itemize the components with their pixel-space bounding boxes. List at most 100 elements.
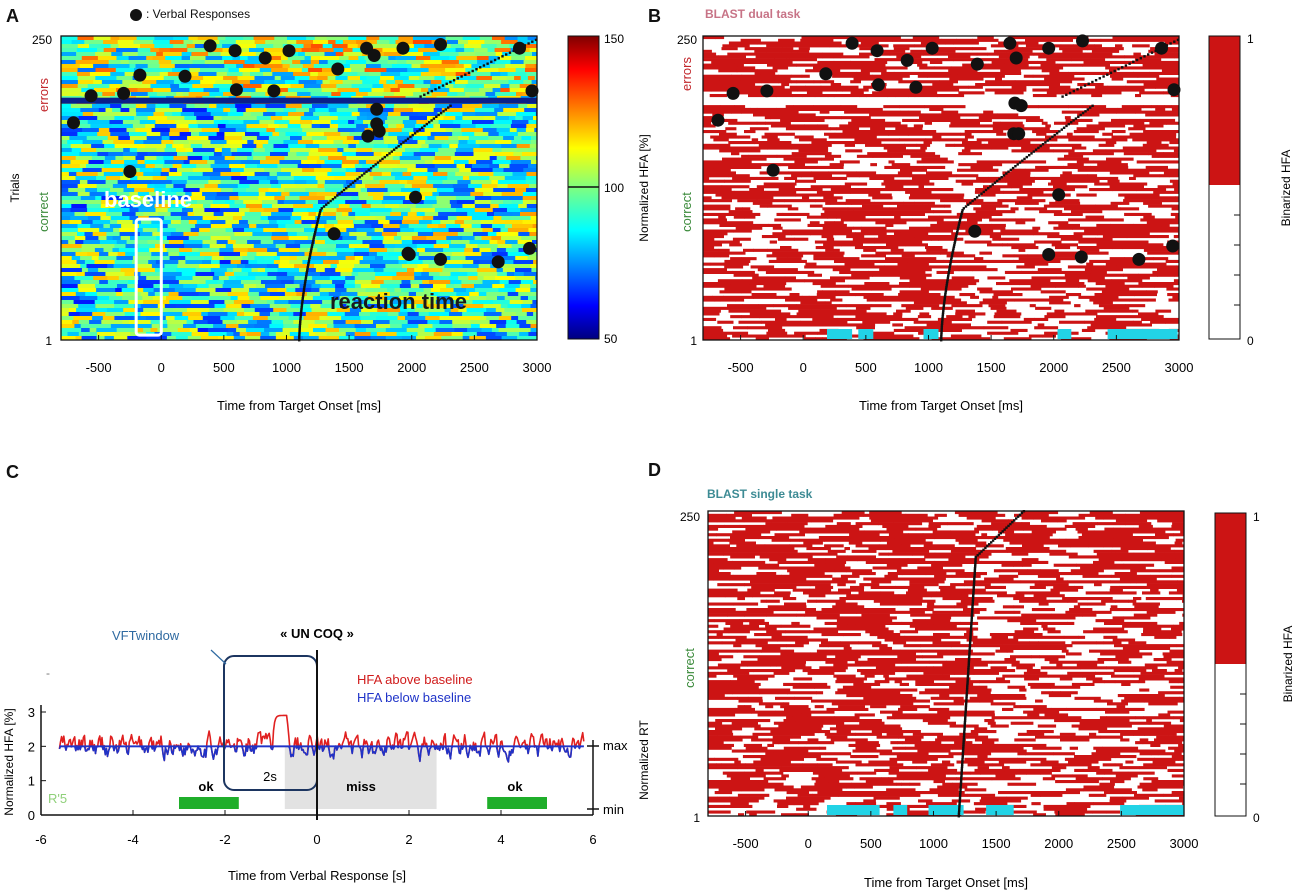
hfa-cell xyxy=(1063,165,1079,169)
hfa-cell xyxy=(770,730,781,734)
hfa-cell xyxy=(793,768,819,772)
hfa-cell xyxy=(951,574,967,578)
hfa-cell xyxy=(732,671,741,675)
hfa-cell xyxy=(1060,44,1074,48)
hfa-cell xyxy=(956,666,964,670)
hfa-cell xyxy=(820,212,827,216)
hfa-cell xyxy=(754,71,776,75)
hfa-cell xyxy=(1180,763,1184,767)
significant-window xyxy=(858,329,874,339)
hfa-cell xyxy=(901,544,911,548)
hfa-cell xyxy=(728,107,736,111)
hfa-cell xyxy=(1117,694,1145,698)
hfa-cell xyxy=(703,176,710,180)
hfa-cell xyxy=(1092,810,1107,814)
hfa-cell xyxy=(784,304,797,308)
rt-point xyxy=(420,126,424,129)
rt-point xyxy=(959,781,963,785)
verbal-response-dot xyxy=(1155,41,1168,55)
rt-point xyxy=(467,71,471,74)
hfa-cell xyxy=(1060,337,1092,340)
rt-point xyxy=(404,139,407,142)
hfa-cell xyxy=(793,188,823,192)
hfa-cell xyxy=(1058,223,1080,227)
hfa-cell xyxy=(864,691,894,695)
hfa-cell xyxy=(878,522,894,526)
rt-point xyxy=(965,688,969,691)
hfa-cell xyxy=(719,132,737,136)
hfa-cell xyxy=(733,326,748,330)
hfa-cell xyxy=(926,226,948,230)
hfa-cell xyxy=(762,334,788,338)
hfa-cell xyxy=(830,83,842,87)
hfa-cell xyxy=(1049,71,1069,75)
rt-point xyxy=(990,541,993,544)
hfa-cell xyxy=(927,621,935,625)
hfa-cell xyxy=(1087,760,1099,764)
hfa-cell xyxy=(755,644,787,648)
rt-point xyxy=(953,243,956,247)
hfa-cell xyxy=(708,688,730,692)
hfa-cell xyxy=(1093,746,1103,750)
hfa-cell xyxy=(768,259,785,263)
rt-point xyxy=(967,668,970,671)
hfa-cell xyxy=(953,610,980,614)
hfa-cell xyxy=(1151,196,1176,200)
hfa-cell xyxy=(787,334,806,338)
rt-point xyxy=(995,535,999,539)
hfa-cell xyxy=(756,121,766,125)
hfa-cell xyxy=(1020,674,1049,678)
hfa-cell xyxy=(787,552,809,556)
hfa-cell xyxy=(958,513,977,517)
hfa-cell xyxy=(1051,774,1073,778)
hfa-cell xyxy=(1014,527,1024,531)
hfa-cell xyxy=(1083,608,1093,612)
hfa-cell xyxy=(1089,312,1098,316)
rt-point xyxy=(1086,108,1089,111)
hfa-cell xyxy=(964,135,974,139)
hfa-cell xyxy=(724,259,731,263)
hfa-cell xyxy=(1130,791,1137,795)
hfa-cell xyxy=(1103,635,1118,639)
hfa-cell xyxy=(881,760,898,764)
hfa-cell xyxy=(791,146,800,150)
hfa-cell xyxy=(1068,138,1091,142)
hfa-cell xyxy=(732,560,749,564)
hfa-cell xyxy=(1163,793,1172,797)
hfa-cell xyxy=(814,782,830,786)
hfa-cell xyxy=(1102,777,1123,781)
hfa-cell xyxy=(1097,163,1128,167)
rt-point xyxy=(1005,172,1008,175)
hfa-cell xyxy=(970,771,981,775)
hfa-cell xyxy=(1087,107,1119,111)
rt-point xyxy=(972,592,975,596)
hfa-cell xyxy=(1133,527,1160,531)
hfa-cell xyxy=(971,511,998,515)
hfa-cell xyxy=(1050,707,1067,711)
rt-point xyxy=(531,40,534,43)
hfa-cell xyxy=(876,536,894,540)
hfa-cell xyxy=(854,246,884,250)
rt-point xyxy=(1084,110,1087,113)
rt-point xyxy=(314,231,317,234)
hfa-cell xyxy=(1146,511,1161,515)
hfa-cell xyxy=(1139,124,1164,128)
hfa-cell xyxy=(1178,666,1184,670)
hfa-cell xyxy=(1115,599,1129,603)
hfa-cell xyxy=(1135,716,1144,720)
x-tick-label: 2000 xyxy=(397,360,426,375)
hfa-cell xyxy=(1122,566,1132,570)
rt-point xyxy=(475,68,478,71)
rt-point xyxy=(392,148,396,151)
hfa-cell xyxy=(720,671,733,675)
hfa-cell xyxy=(917,566,935,570)
hfa-cell xyxy=(1108,552,1116,556)
rt-point xyxy=(968,647,971,651)
rt-point xyxy=(959,793,962,796)
hfa-cell xyxy=(1178,168,1179,172)
hfa-cell xyxy=(787,802,795,806)
hfa-cell xyxy=(930,616,952,620)
rt-point xyxy=(970,616,973,619)
rt-point xyxy=(940,339,943,342)
hfa-cell xyxy=(1081,569,1092,573)
